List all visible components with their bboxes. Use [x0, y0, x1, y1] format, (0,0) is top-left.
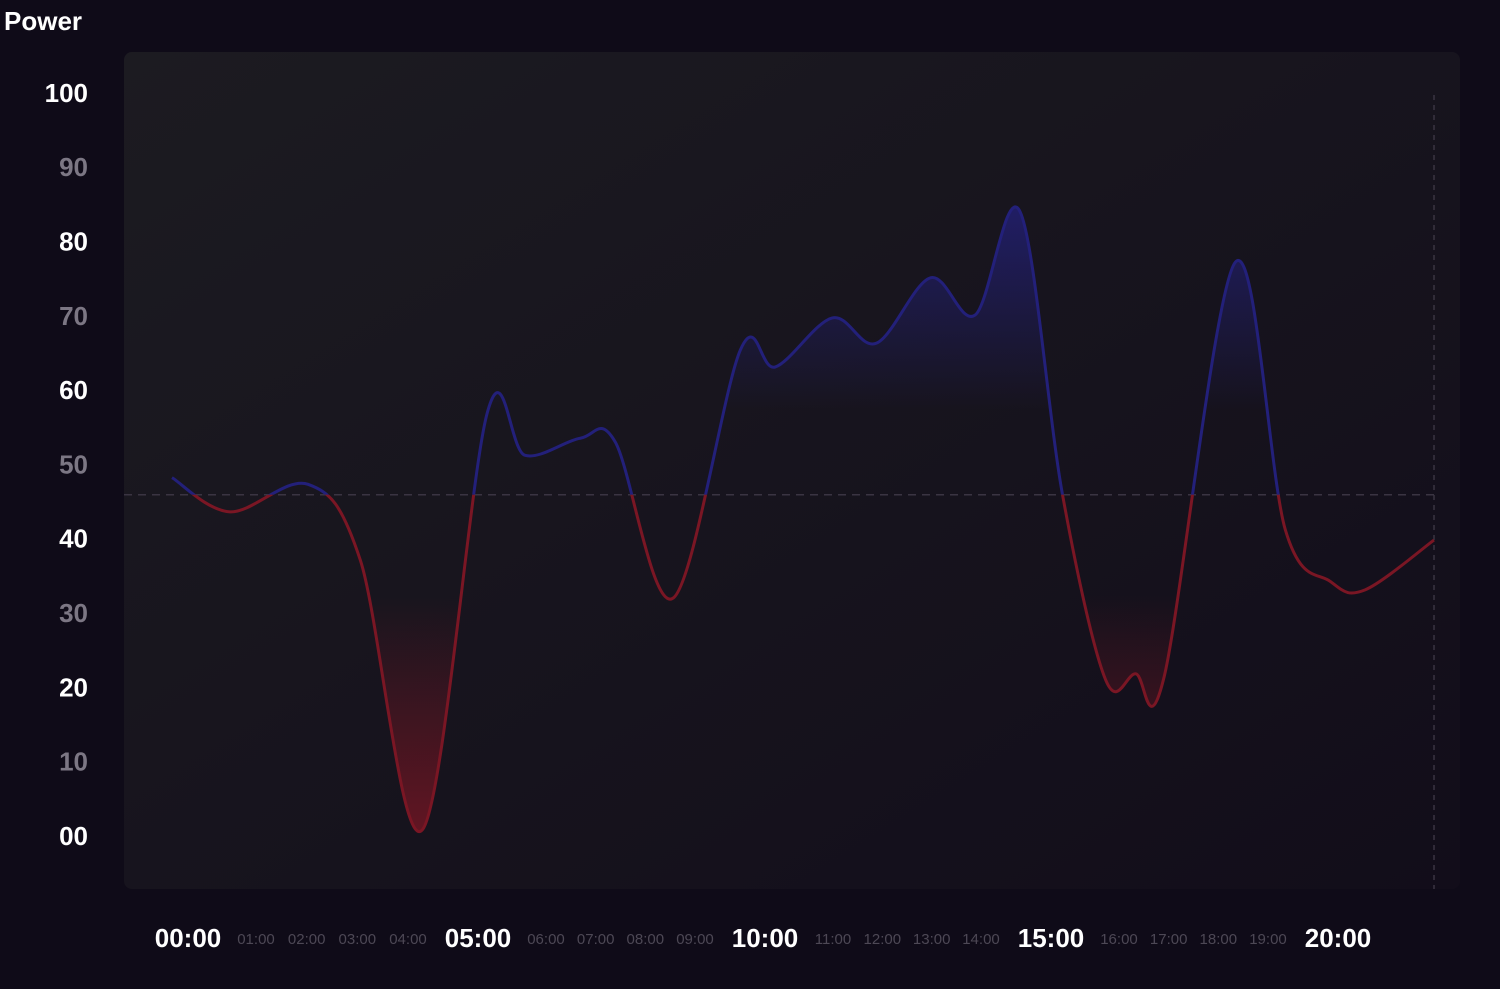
x-minor-label: 09:00 [676, 931, 714, 948]
chart-title: Power [4, 6, 82, 36]
x-minor-label: 12:00 [864, 931, 902, 948]
y-tick-label: 60 [59, 375, 88, 405]
line-above [171, 205, 1280, 495]
x-minor-label: 18:00 [1200, 931, 1238, 948]
x-minor-label: 06:00 [527, 931, 565, 948]
x-major-label: 10:00 [732, 923, 799, 953]
y-tick-label: 10 [59, 747, 88, 777]
x-major-label: 20:00 [1305, 923, 1372, 953]
area-below [193, 494, 1434, 832]
x-major-label: 00:00 [155, 923, 222, 953]
y-tick-label: 40 [59, 524, 88, 554]
y-tick-label: 100 [45, 78, 88, 108]
area-above [172, 207, 1434, 495]
x-minor-label: 02:00 [288, 931, 326, 948]
y-tick-label: 50 [59, 449, 88, 479]
y-tick-label: 30 [59, 598, 88, 628]
x-minor-label: 07:00 [577, 931, 615, 948]
x-minor-label: 19:00 [1249, 931, 1287, 948]
y-tick-label: 90 [59, 152, 88, 182]
x-major-label: 15:00 [1018, 923, 1085, 953]
y-tick-label: 00 [59, 821, 88, 851]
x-minor-label: 17:00 [1150, 931, 1188, 948]
x-minor-label: 04:00 [389, 931, 427, 948]
x-minor-label: 08:00 [627, 931, 665, 948]
y-tick-label: 70 [59, 301, 88, 331]
x-major-label: 05:00 [445, 923, 512, 953]
y-tick-label: 20 [59, 672, 88, 702]
x-minor-label: 16:00 [1100, 931, 1138, 948]
x-minor-label: 11:00 [815, 931, 851, 948]
x-minor-label: 13:00 [913, 931, 951, 948]
x-minor-label: 14:00 [962, 931, 1000, 948]
line-below [191, 494, 1435, 834]
y-tick-label: 80 [59, 226, 88, 256]
x-minor-label: 03:00 [339, 931, 377, 948]
x-minor-label: 01:00 [237, 931, 275, 948]
